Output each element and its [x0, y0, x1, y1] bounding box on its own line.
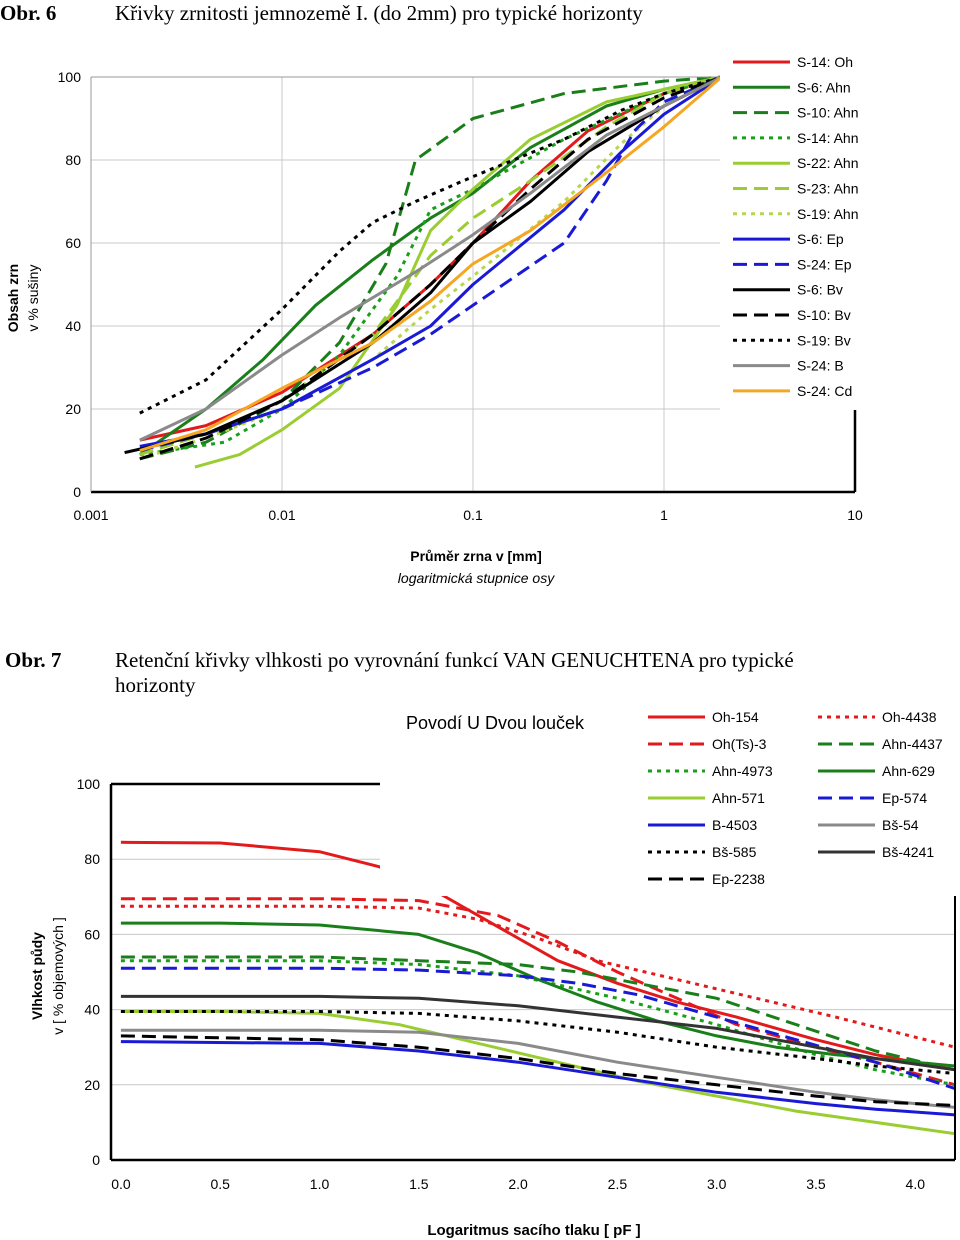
c1-y-tick-label-1: 20: [65, 401, 81, 417]
c1-legend-label-1: S-6: Ahn: [797, 79, 851, 95]
c1-legend-label-9: S-6: Bv: [797, 282, 843, 298]
c1-x-axis-subtitle: logaritmická stupnice osy: [398, 570, 555, 586]
c1-x-tick-label-4: 10: [847, 507, 863, 523]
c1-x-tick-label-1: 0.01: [268, 507, 295, 523]
c2-series-line-0: [120, 840, 956, 1072]
c2-legend-label-3: Ahn-4437: [882, 736, 943, 752]
c2-series-line-11: [120, 994, 956, 1072]
c2-legend-label-9: Bš-54: [882, 817, 919, 833]
c2-legend-label-7: Ep-574: [882, 790, 927, 806]
c1-series-line-1: [138, 75, 722, 456]
c2-legend-label-4: Ahn-4973: [712, 763, 773, 779]
c1-legend-label-11: S-19: Bv: [797, 332, 851, 348]
c2-x-tick-label-2: 1.0: [310, 1176, 330, 1192]
c1-series-line-9: [124, 75, 723, 455]
c1-series-line-12: [139, 75, 723, 442]
c2-y-axis-subtitle: v [ % objemových ]: [50, 917, 66, 1035]
c1-series-line-5: [139, 75, 722, 457]
c2-y-tick-label-3: 60: [84, 926, 100, 942]
c1-legend-label-4: S-22: Ahn: [797, 155, 859, 171]
figure1-label: Obr. 6: [0, 1, 56, 25]
c1-legend-label-7: S-6: Ep: [797, 231, 844, 247]
c1-legend-label-10: S-10: Bv: [797, 307, 851, 323]
c1-legend-label-5: S-23: Ahn: [797, 181, 859, 197]
c2-chart-title: Povodí U Dvou louček: [406, 713, 585, 733]
c2-x-tick-label-6: 3.0: [707, 1176, 727, 1192]
c2-legend-label-8: B-4503: [712, 817, 757, 833]
c2-series-line-9: [120, 1028, 956, 1109]
c1-legend-label-12: S-24: B: [797, 358, 844, 374]
c2-y-axis-title: Vlhkost půdy: [29, 932, 45, 1020]
c1-legend-label-13: S-24: Cd: [797, 383, 852, 399]
c1-x-tick-label-0: 0.001: [73, 507, 108, 523]
c2-x-tick-label-5: 2.5: [608, 1176, 628, 1192]
c2-y-tick-label-4: 80: [84, 851, 100, 867]
c2-legend-label-10: Bš-585: [712, 844, 757, 860]
c1-x-tick-label-3: 1: [660, 507, 668, 523]
c2-legend: Povodí U Dvou louček Oh-154 Oh-4438 Oh(Ts)-…: [380, 700, 960, 896]
c1-legend-label-3: S-14: Ahn: [797, 130, 859, 146]
c2-y-tick-label-0: 0: [92, 1152, 100, 1168]
c2-legend-label-11: Bš-4241: [882, 844, 934, 860]
retention-chart: 0 20 40 60 80 100 0.0 0.5 1.0 1.5 2.0 2.5 3.0 3.5 4.0 L…: [29, 700, 960, 1239]
c1-y-tick-label-5: 100: [58, 69, 82, 85]
c1-x-axis-title: Průměr zrna v [mm]: [410, 548, 541, 564]
c1-y-tick-label-2: 40: [65, 318, 81, 334]
c2-series-line-7: [120, 966, 956, 1091]
c2-y-tick-label-5: 100: [77, 776, 101, 792]
c2-series-line-5: [120, 921, 956, 1068]
c1-series-line-11: [139, 75, 722, 415]
c1-series-line-4: [194, 75, 722, 469]
c1-legend-label-2: S-10: Ahn: [797, 105, 859, 121]
c2-series-line-12: [120, 1034, 956, 1107]
c2-x-axis-title: Logaritmus sacího tlaku [ pF ]: [427, 1222, 640, 1239]
c2-legend-label-5: Ahn-629: [882, 763, 935, 779]
c2-legend-label-1: Oh-4438: [882, 709, 937, 725]
c1-legend-label-8: S-24: Ep: [797, 256, 852, 272]
c2-series-line-3: [120, 955, 956, 1072]
grain-size-chart: 0 20 40 60 80 100 0.001 0.01 0.1 1 10 Průměr zrna v…: [5, 48, 960, 586]
c2-x-tick-label-0: 0.0: [111, 1176, 131, 1192]
c2-y-tick-label-2: 40: [84, 1002, 100, 1018]
c2-y-tick-label-1: 20: [84, 1077, 100, 1093]
c1-legend-label-6: S-19: Ahn: [797, 206, 859, 222]
c2-legend-label-6: Ahn-571: [712, 790, 765, 806]
c1-legend-box: [720, 48, 960, 410]
c1-series-line-8: [139, 75, 723, 452]
figure2-label: Obr. 7: [5, 648, 61, 672]
c2-x-tick-label-1: 0.5: [210, 1176, 230, 1192]
c1-series-line-6: [139, 75, 723, 461]
figure2-caption-line2: horizonty: [115, 673, 196, 697]
c2-x-tick-label-4: 2.0: [508, 1176, 528, 1192]
c2-x-tick-label-7: 3.5: [806, 1176, 826, 1192]
c2-legend-label-0: Oh-154: [712, 709, 759, 725]
c1-legend: S-14: Oh S-6: Ahn S-10: Ahn S-14: Ahn S-22: …: [720, 48, 960, 410]
c1-y-axis-title: Obsah zrn: [5, 264, 21, 332]
c2-x-tick-label-8: 4.0: [906, 1176, 926, 1192]
c1-y-tick-label-4: 80: [65, 152, 81, 168]
c1-series-line-10: [139, 75, 723, 461]
c2-series-line-8: [120, 1040, 956, 1117]
c1-legend-label-0: S-14: Oh: [797, 54, 853, 70]
c1-series-line-13: [139, 75, 723, 452]
c2-series-line-1: [120, 904, 956, 1049]
c1-series-line-2: [139, 75, 722, 461]
c1-y-tick-label-0: 0: [73, 484, 81, 500]
c1-y-tick-label-3: 60: [65, 235, 81, 251]
c1-y-axis-subtitle: v % sušiny: [25, 265, 41, 332]
c2-x-tick-label-3: 1.5: [409, 1176, 429, 1192]
c1-series-line-0: [139, 75, 722, 442]
c2-legend-label-2: Oh(Ts)-3: [712, 736, 767, 752]
figure1-caption: Křivky zrnitosti jemnozemě I. (do 2mm) p…: [115, 1, 643, 25]
c2-legend-label-12: Ep-2238: [712, 871, 765, 887]
c1-x-tick-label-2: 0.1: [463, 507, 483, 523]
c1-series-line-3: [139, 75, 722, 457]
figure2-caption-line1: Retenční křivky vlhkosti po vyrovnání fu…: [115, 648, 794, 672]
c2-series-line-10: [120, 1010, 956, 1075]
